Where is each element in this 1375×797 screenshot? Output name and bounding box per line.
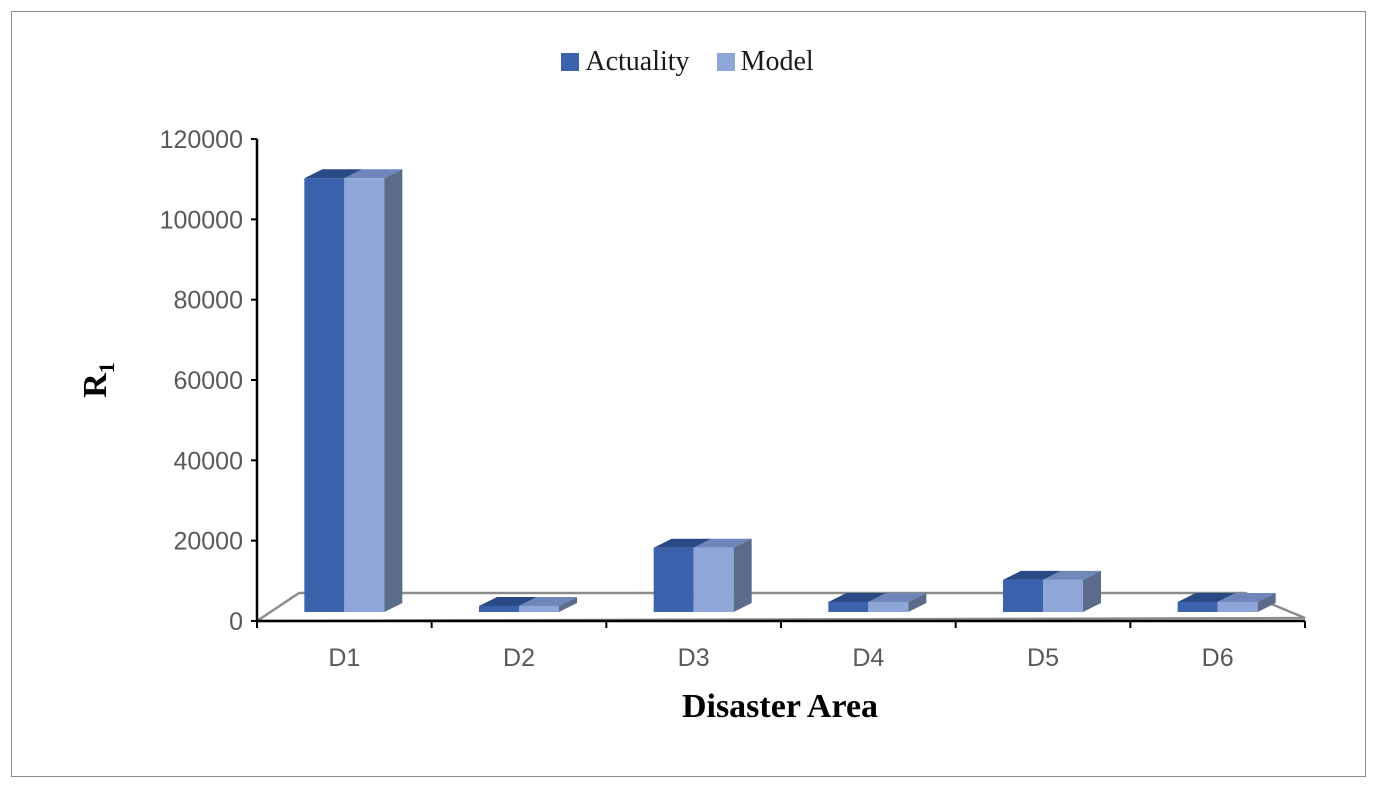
- bar-model: [1043, 579, 1083, 612]
- bar-group-d6: [1177, 592, 1276, 612]
- bar-actuality: [304, 178, 345, 612]
- bar-side: [1257, 592, 1276, 612]
- y-axis-title-subscript: 1: [94, 362, 119, 373]
- bar-top-model: [868, 592, 927, 602]
- legend-item-model: Model: [716, 46, 814, 78]
- bar-actuality: [479, 605, 519, 612]
- y-tick-labels: 0 20000 40000 60000 80000 100000 120000: [160, 126, 243, 636]
- bar-actuality: [828, 601, 869, 612]
- x-tick-label: D4: [852, 644, 884, 672]
- bar-side: [559, 596, 577, 612]
- bar-group-d1: [304, 169, 403, 612]
- bar-top-actuality: [479, 596, 537, 606]
- x-tick-label: D2: [503, 644, 535, 672]
- bar-model: [868, 601, 909, 612]
- legend-label-actuality: Actuality: [585, 46, 690, 77]
- bar-top-actuality: [1177, 592, 1236, 602]
- bar-group-d3: [653, 538, 752, 612]
- axes: [251, 138, 1306, 628]
- bar-top-model: [693, 538, 752, 548]
- bar-model: [519, 605, 559, 612]
- legend: Actuality Model: [0, 46, 1375, 79]
- y-tick-label: 120000: [160, 126, 243, 154]
- bar-actuality: [1177, 601, 1218, 612]
- legend-swatch-actuality: [561, 53, 580, 71]
- bar-top-actuality: [828, 592, 887, 602]
- y-tick-label: 20000: [173, 528, 243, 556]
- x-tick-label: D1: [328, 644, 360, 672]
- y-tick-label: 60000: [173, 367, 243, 395]
- bars: [304, 169, 1276, 612]
- bar-group-d4: [828, 592, 927, 612]
- legend-swatch-model: [716, 53, 735, 71]
- bar-model: [1217, 601, 1258, 612]
- bar-top-model: [344, 169, 403, 179]
- x-tick-label: D3: [678, 644, 710, 672]
- bar-top-actuality: [653, 538, 712, 548]
- bar-side: [733, 538, 752, 612]
- y-tick-label: 100000: [160, 206, 243, 234]
- y-tick-label: 0: [229, 608, 243, 636]
- floor-outline: [252, 591, 1306, 623]
- y-axis-title-main: R: [77, 373, 114, 398]
- x-tick-label: D6: [1202, 644, 1234, 672]
- bar-top-model: [1217, 592, 1276, 602]
- x-axis-title: Disaster Area: [682, 688, 878, 725]
- bar-top-actuality: [304, 169, 363, 179]
- bar-top-model: [1043, 570, 1101, 580]
- y-tick-label: 40000: [173, 447, 243, 475]
- bar-side: [1083, 570, 1101, 612]
- bar-group-d5: [1003, 570, 1101, 612]
- legend-item-actuality: Actuality: [561, 46, 690, 78]
- bar-model: [693, 547, 734, 612]
- bar-top-model: [519, 596, 577, 606]
- legend-label-model: Model: [740, 46, 814, 77]
- bar-actuality: [653, 547, 694, 612]
- chart-frame: [11, 11, 1366, 777]
- chart-floor: [252, 591, 1306, 623]
- bar-top-actuality: [1003, 570, 1061, 580]
- bar-side: [384, 169, 403, 612]
- y-axis-title: R1: [77, 362, 119, 398]
- bar-side: [908, 592, 927, 612]
- x-tick-label: D5: [1027, 644, 1059, 672]
- bar-group-d2: [479, 596, 577, 612]
- x-tick-labels: D1 D2 D3 D4 D5 D6: [328, 644, 1233, 672]
- bar-model: [344, 178, 385, 612]
- y-tick-label: 80000: [173, 287, 243, 315]
- bar-actuality: [1003, 579, 1043, 612]
